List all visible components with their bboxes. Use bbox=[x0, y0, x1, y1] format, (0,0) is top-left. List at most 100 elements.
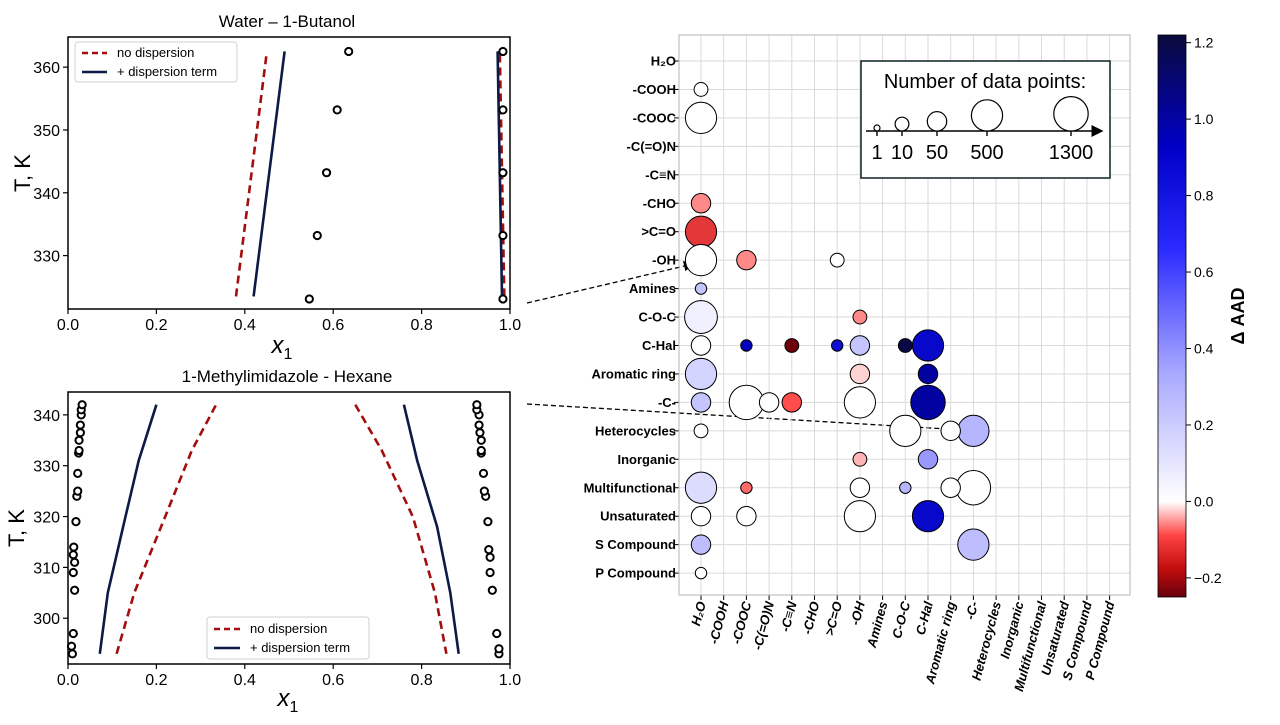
plot2-exp-point bbox=[494, 644, 504, 654]
matrix-col-label: H₂O bbox=[688, 600, 709, 628]
matrix-col-label: C-Hal bbox=[913, 600, 936, 637]
matrix-col-label: C-O-C bbox=[889, 599, 913, 640]
matrix-bubble bbox=[917, 449, 939, 470]
matrix-col-label: -COOC bbox=[729, 599, 755, 645]
matrix-row-label: S Compound bbox=[595, 537, 676, 552]
plot2-exp-point bbox=[68, 567, 78, 578]
water-butanol-plot: Water – 1-Butanol 0.0 0.2 0.4 0.6 0.8 1.0 330 3… bbox=[10, 12, 521, 363]
matrix-col-label: -C- bbox=[962, 600, 981, 621]
plot1-exp-point bbox=[344, 46, 354, 57]
matrix-bubble bbox=[758, 392, 780, 413]
plot2-exp-point bbox=[492, 628, 502, 639]
matrix-row-label: -CHO bbox=[643, 196, 676, 211]
plot2-exp-point bbox=[487, 585, 497, 595]
matrix-bubble bbox=[728, 384, 765, 421]
plot2-ytick-label: 320 bbox=[33, 510, 60, 527]
plot1-xtick-label: 0.4 bbox=[234, 317, 256, 334]
plot2-no-dispersion-curve bbox=[354, 404, 448, 655]
matrix-bubble bbox=[784, 338, 800, 353]
matrix-bubble bbox=[684, 215, 718, 248]
matrix-bubble bbox=[694, 282, 708, 295]
matrix-bubble bbox=[684, 300, 718, 334]
plot2-exp-point bbox=[68, 628, 78, 639]
matrix-row-label: Heterocycles bbox=[595, 423, 676, 438]
plot1-dispersion-curve bbox=[252, 51, 286, 297]
matrix-bubble bbox=[693, 82, 709, 97]
plot2-exp-point bbox=[472, 400, 482, 410]
matrix-bubble bbox=[957, 528, 990, 561]
plot1-exp-point bbox=[498, 294, 508, 304]
plot1-legend: no dispersion + dispersion term bbox=[74, 41, 238, 83]
plot2-exp-point bbox=[483, 517, 493, 527]
methylimidazole-hexane-plot: 1-Methylimidazole - Hexane 0.0 0.2 0.4 0.6 0… bbox=[4, 367, 521, 716]
plot2-exp-point bbox=[73, 486, 83, 496]
plot2-exp-point bbox=[478, 468, 489, 478]
matrix-bubble bbox=[897, 338, 913, 353]
colorbar-gradient bbox=[1157, 34, 1187, 598]
plot2-no-dispersion-curve bbox=[115, 404, 218, 655]
matrix-bubble bbox=[917, 363, 939, 385]
matrix-col-label: -COOH bbox=[706, 599, 732, 645]
legend-no-dispersion-label: no dispersion bbox=[117, 45, 194, 60]
matrix-row-label: P Compound bbox=[595, 566, 676, 581]
colorbar-tick-label: −0.2 bbox=[1194, 570, 1222, 586]
matrix-col-label: >C=O bbox=[822, 600, 845, 637]
plot1-ytick-label: 360 bbox=[33, 60, 60, 77]
plot2-exp-point bbox=[479, 486, 489, 496]
matrix-bubble bbox=[910, 384, 946, 421]
plot1-exp-point bbox=[498, 46, 508, 57]
matrix-bubble bbox=[911, 329, 945, 362]
plot2-exp-point bbox=[474, 420, 484, 430]
size-legend-bubble bbox=[926, 111, 948, 132]
plot1-exp-point bbox=[498, 230, 508, 241]
plot2-exp-point bbox=[484, 545, 494, 555]
matrix-bubble bbox=[684, 101, 718, 135]
matrix-bubble bbox=[684, 357, 718, 391]
plot2-exp-point bbox=[73, 468, 83, 478]
plot2-exp-point bbox=[74, 435, 84, 445]
matrix-bubble bbox=[684, 244, 718, 277]
group-interaction-matrix: H₂O-COOH-COOC-C(=O)N-C≡N-CHO>C=O-OHAmine… bbox=[584, 34, 1131, 693]
colorbar-tick-label: 1.2 bbox=[1194, 35, 1214, 51]
matrix-row-label: Inorganic bbox=[617, 452, 676, 467]
size-legend-label: 10 bbox=[891, 142, 913, 164]
plot2-ytick-label: 300 bbox=[33, 611, 60, 628]
matrix-bubble bbox=[843, 500, 877, 533]
matrix-bubble bbox=[843, 386, 877, 419]
size-legend-bubble bbox=[970, 99, 1004, 132]
matrix-bubble bbox=[690, 506, 712, 527]
plot2-frame bbox=[67, 391, 511, 665]
matrix-bubble bbox=[899, 481, 912, 494]
size-legend-label: 1300 bbox=[1049, 142, 1094, 164]
matrix-bubble bbox=[829, 252, 845, 268]
plot2-ytick-label: 340 bbox=[33, 408, 60, 425]
plot2-xtick-label: 1.0 bbox=[499, 672, 521, 689]
plot2-xtick-label: 0.6 bbox=[322, 672, 344, 689]
matrix-bubble bbox=[684, 471, 718, 504]
plot2-exp-point bbox=[68, 550, 78, 560]
plot2-exp-point bbox=[70, 557, 80, 567]
plot1-ytick-label: 340 bbox=[33, 186, 60, 203]
plot2-xtick-label: 0.2 bbox=[145, 672, 167, 689]
legend-dispersion-label: + dispersion term bbox=[117, 64, 217, 79]
matrix-bubble bbox=[690, 193, 712, 214]
matrix-row-label: -C(=O)N bbox=[627, 139, 676, 154]
colorbar-tick-label: 0.4 bbox=[1194, 340, 1214, 356]
arrow-to-water-oh-bubble bbox=[526, 261, 695, 304]
plot1-exp-point bbox=[321, 168, 332, 178]
matrix-bubble bbox=[693, 423, 709, 439]
plot1-ylabel: T, K bbox=[10, 154, 35, 192]
plot2-dispersion-curve bbox=[402, 404, 460, 654]
colorbar: −0.2 0.0 0.2 0.4 0.6 0.8 1.0 1.2 Δ AAD bbox=[1157, 34, 1248, 598]
matrix-col-label: -C≡N bbox=[777, 599, 800, 633]
matrix-row-label: Aromatic ring bbox=[591, 366, 676, 381]
colorbar-tick-label: 0.6 bbox=[1194, 264, 1214, 280]
plot1-ytick-label: 330 bbox=[33, 249, 60, 266]
matrix-bubble bbox=[690, 534, 712, 555]
plot2-exp-point bbox=[485, 552, 495, 562]
plot1-xtick-label: 0.2 bbox=[145, 317, 167, 334]
matrix-bubble bbox=[849, 477, 871, 498]
plot1-frame bbox=[67, 36, 511, 310]
size-legend-title: Number of data points: bbox=[884, 71, 1086, 93]
